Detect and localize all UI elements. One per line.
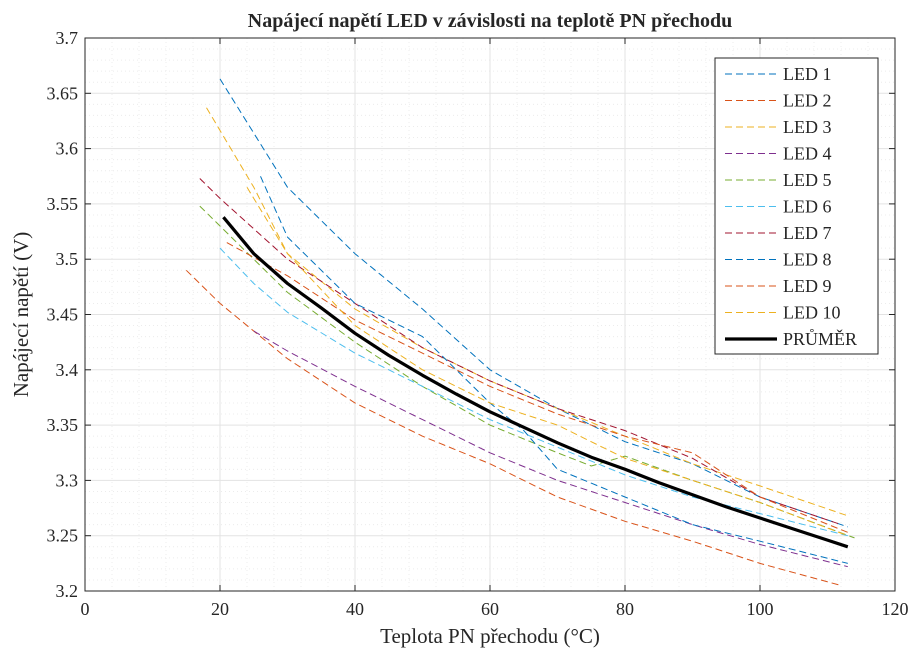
y-tick-label: 3.5 <box>56 249 79 269</box>
x-tick-label: 120 <box>882 599 909 619</box>
x-axis-title: Teplota PN přechodu (°C) <box>380 624 600 648</box>
y-tick-label: 3.65 <box>47 83 79 103</box>
y-axis-title: Napájecí napětí (V) <box>9 232 33 398</box>
series-line-led-7 <box>199 178 842 526</box>
legend-label: PRŮMĚR <box>783 328 857 349</box>
y-tick-label: 3.3 <box>56 470 79 490</box>
series-line-led-2 <box>185 269 842 586</box>
x-tick-label: 60 <box>481 599 499 619</box>
y-tick-label: 3.45 <box>47 305 79 325</box>
axis-ticks: 0 20 40 60 80 100 120 3.2 3.25 3.3 3.35 3.4 3.45 3.5 3… <box>47 28 909 619</box>
legend-label: LED 5 <box>783 170 832 190</box>
legend-label: LED 10 <box>783 303 841 323</box>
x-tick-label: 20 <box>211 599 229 619</box>
y-tick-label: 3.2 <box>56 581 79 601</box>
y-tick-label: 3.25 <box>47 526 79 546</box>
legend-label: LED 4 <box>783 144 832 164</box>
series-line-led-4 <box>253 330 848 568</box>
y-tick-label: 3.4 <box>56 360 79 380</box>
y-tick-label: 3.55 <box>47 194 79 214</box>
series-line-led-5 <box>199 205 855 539</box>
series-line-pr-m-r <box>222 216 849 549</box>
series-line-led-10 <box>246 187 848 537</box>
y-tick-label: 3.6 <box>56 139 79 159</box>
series-lines <box>185 78 855 586</box>
x-tick-label: 40 <box>346 599 364 619</box>
x-tick-label: 80 <box>616 599 634 619</box>
series-line-led-1 <box>219 78 848 528</box>
legend-label: LED 9 <box>783 276 832 296</box>
legend-label: LED 8 <box>783 250 832 270</box>
legend-label: LED 1 <box>783 64 832 84</box>
legend-label: LED 6 <box>783 197 832 217</box>
y-tick-label: 3.35 <box>47 415 79 435</box>
x-tick-label: 100 <box>747 599 774 619</box>
legend: LED 1 LED 2 LED 3 LED 4 LED 5 LED 6 LED 7 LED 8… <box>714 57 879 355</box>
chart-title: Napájecí napětí LED v závislosti na tepl… <box>248 10 732 32</box>
y-tick-label: 3.7 <box>56 28 79 48</box>
legend-label: LED 7 <box>783 223 832 243</box>
series-line-led-8 <box>260 176 848 564</box>
legend-label: LED 3 <box>783 117 832 137</box>
x-tick-label: 0 <box>81 599 90 619</box>
legend-label: LED 2 <box>783 91 832 111</box>
series-line-led-9 <box>226 242 848 533</box>
